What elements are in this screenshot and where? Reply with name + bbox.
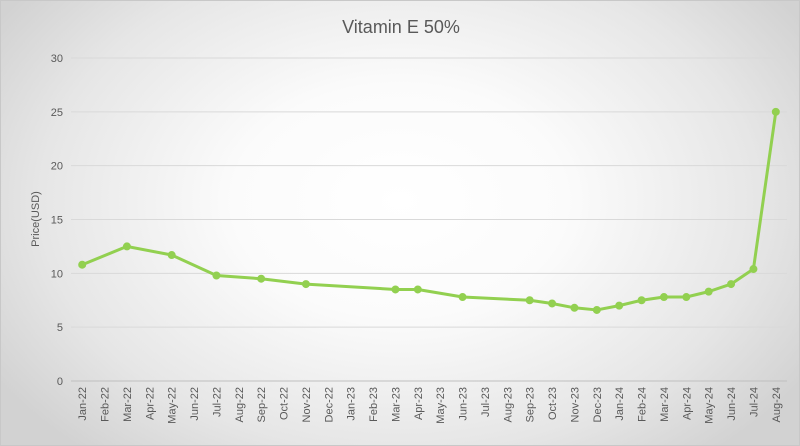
- x-tick-label: Mar-23: [390, 387, 402, 422]
- data-point: [749, 265, 758, 274]
- data-point: [167, 251, 176, 260]
- data-point: [301, 280, 310, 289]
- x-tick-label: Sep-22: [256, 387, 268, 422]
- x-tick-label: Nov-22: [301, 387, 313, 422]
- y-tick-label: 15: [51, 215, 63, 227]
- data-point: [458, 293, 467, 302]
- data-point: [727, 280, 736, 289]
- data-point: [413, 285, 422, 294]
- x-tick-label: Feb-22: [100, 387, 112, 422]
- x-tick-label: Feb-24: [637, 387, 649, 422]
- x-tick-label: Jun-23: [458, 387, 470, 421]
- data-point: [682, 293, 691, 302]
- data-point: [659, 293, 668, 302]
- x-tick-label: Nov-23: [569, 387, 581, 422]
- x-tick-label: Jul-24: [748, 387, 760, 417]
- data-point: [637, 296, 646, 305]
- x-tick-label: Jun-22: [189, 387, 201, 421]
- x-tick-label: Apr-24: [681, 387, 693, 420]
- x-tick-label: May-22: [167, 387, 179, 424]
- data-point: [615, 301, 624, 310]
- x-tick-label: Feb-23: [368, 387, 380, 422]
- x-tick-label: Jul-22: [211, 387, 223, 417]
- x-tick-label: Mar-24: [659, 387, 671, 422]
- x-tick-label: Aug-23: [502, 387, 514, 422]
- x-tick-label: Jan-23: [346, 387, 358, 421]
- chart-title: Vitamin E 50%: [342, 17, 460, 37]
- data-point: [122, 242, 131, 251]
- x-tick-label: Oct-22: [279, 387, 291, 420]
- x-tick-label: Jan-22: [77, 387, 89, 421]
- data-point: [391, 285, 400, 294]
- x-tick-label: May-23: [435, 387, 447, 424]
- data-point: [212, 271, 221, 280]
- series-line: [81, 111, 778, 312]
- data-point: [704, 287, 713, 296]
- y-tick-label: 5: [57, 322, 63, 334]
- y-tick-label: 10: [51, 268, 63, 280]
- data-point: [78, 260, 87, 269]
- x-tick-label: Dec-22: [323, 387, 335, 422]
- y-tick-label: 30: [51, 53, 63, 65]
- x-tick-label: Sep-23: [525, 387, 537, 422]
- data-point: [570, 303, 579, 312]
- x-tick-label: Dec-23: [592, 387, 604, 422]
- y-tick-label: 0: [57, 376, 63, 388]
- x-tick-label: Aug-24: [771, 387, 783, 422]
- x-tick-label: Apr-23: [413, 387, 425, 420]
- y-axis-label: Price(USD): [30, 191, 42, 247]
- x-tick-label: Oct-23: [547, 387, 559, 420]
- y-tick-label: 25: [51, 107, 63, 119]
- data-point: [525, 296, 534, 305]
- data-point: [771, 107, 780, 116]
- x-tick-label: Apr-22: [144, 387, 156, 420]
- data-point: [592, 305, 601, 314]
- y-tick-label: 20: [51, 161, 63, 173]
- x-tick-label: Aug-22: [234, 387, 246, 422]
- x-tick-label: Mar-22: [122, 387, 134, 422]
- x-tick-label: Jul-23: [480, 387, 492, 417]
- data-point: [548, 299, 557, 308]
- data-point: [257, 274, 266, 283]
- x-tick-label: May-24: [704, 387, 716, 424]
- x-tick-label: Jun-24: [726, 387, 738, 421]
- x-tick-label: Jan-24: [614, 387, 626, 421]
